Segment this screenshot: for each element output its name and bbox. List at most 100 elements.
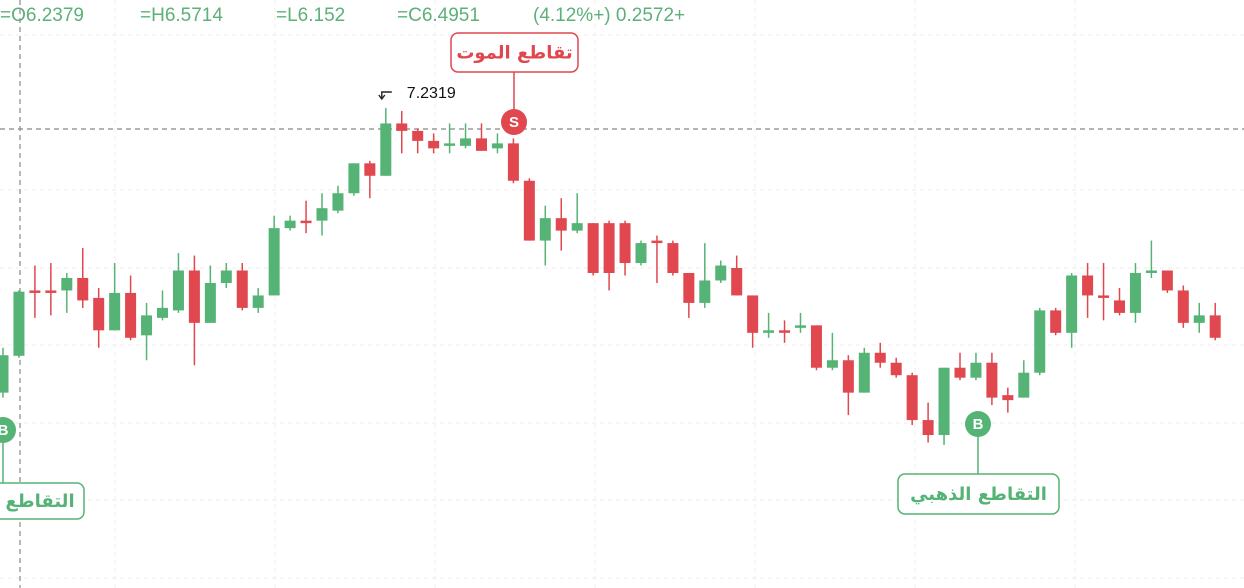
- candle-body: [1114, 300, 1125, 313]
- candle-body: [188, 270, 200, 323]
- candle-body: [635, 243, 647, 264]
- candle-body: [603, 223, 615, 273]
- candle-body: [476, 138, 487, 151]
- candle-body: [938, 367, 950, 436]
- candle-body: [61, 277, 73, 291]
- signal-box: [450, 32, 579, 73]
- candle-body: [874, 352, 886, 363]
- candle-body: [141, 315, 153, 336]
- candle-body: [77, 277, 89, 301]
- candle-body: [1145, 270, 1157, 273]
- candle-body: [1129, 272, 1141, 313]
- candle-body: [731, 268, 743, 296]
- signal-marker-text: B: [0, 422, 9, 439]
- candle-body: [13, 291, 25, 356]
- signal-marker: [0, 417, 16, 443]
- candle-body: [763, 330, 775, 333]
- candle-body: [1002, 395, 1014, 401]
- candle-body: [460, 138, 472, 146]
- candle-body: [412, 130, 424, 141]
- candle-body: [986, 362, 998, 398]
- signal-label: تقاطع الموت: [456, 43, 572, 64]
- candle-body: [125, 292, 137, 338]
- signal-box: [897, 473, 1060, 515]
- candle-body: [922, 420, 934, 436]
- candle-body: [268, 228, 280, 296]
- candle-body: [507, 143, 519, 181]
- candle-body: [571, 223, 583, 231]
- candle-body: [858, 352, 870, 393]
- candle-body: [1066, 275, 1078, 333]
- candles: [0, 108, 1221, 445]
- header-open: =O6.2379: [0, 5, 84, 26]
- candle-body: [1193, 315, 1205, 323]
- candle-body: [906, 375, 918, 421]
- candle-body: [1082, 275, 1094, 296]
- candle-body: [284, 220, 296, 229]
- candle-body: [348, 163, 360, 194]
- candle-body: [364, 163, 376, 176]
- max-label: 7.2319: [407, 85, 456, 102]
- candle-body: [1209, 315, 1221, 338]
- header-close: =C6.4951: [397, 5, 480, 26]
- candle-body: [236, 270, 248, 308]
- candle-body: [555, 218, 567, 231]
- candle-body: [619, 223, 631, 264]
- candle-body: [0, 355, 9, 393]
- candle-body: [1034, 310, 1046, 373]
- candle-body: [300, 220, 312, 224]
- candle-body: [29, 290, 41, 293]
- candle-body: [45, 290, 57, 293]
- candle-body: [172, 270, 184, 311]
- overlay: =O6.2379 =H6.5714 =L6.152 =C6.4951 (4.12…: [0, 5, 1060, 520]
- header-low: =L6.152: [276, 5, 345, 26]
- candle-body: [1161, 270, 1173, 291]
- candle-body: [715, 265, 727, 281]
- header-high: =H6.5714: [140, 5, 223, 26]
- candle-body: [970, 362, 982, 378]
- candle-body: [428, 140, 440, 149]
- candle-body: [954, 367, 966, 378]
- candle-body: [587, 223, 599, 273]
- candle-body: [109, 292, 121, 331]
- candle-body: [747, 295, 759, 333]
- candle-body: [157, 307, 168, 318]
- candle-body: [810, 325, 822, 368]
- candle-body: [220, 270, 232, 283]
- candle-body: [795, 325, 806, 328]
- signal-marker-text: S: [509, 114, 519, 131]
- signal-label: التقاطع: [5, 491, 74, 512]
- signal-marker-text: B: [973, 416, 984, 433]
- candle-body: [683, 272, 695, 303]
- candle-body: [396, 123, 408, 131]
- signal-label: التقاطع الذهبي: [910, 484, 1047, 505]
- candle-body: [93, 297, 105, 331]
- header-change: (4.12%+) 0.2572+: [533, 5, 685, 26]
- candle-body: [316, 208, 328, 221]
- candle-body: [332, 193, 344, 211]
- candle-body: [667, 243, 679, 273]
- max-arrow: [378, 91, 392, 101]
- candle-body: [1177, 290, 1189, 323]
- candle-body: [842, 360, 854, 393]
- signal-marker: [501, 109, 527, 135]
- candle-body: [651, 240, 663, 244]
- candle-body: [523, 180, 535, 241]
- candle-body: [1050, 310, 1062, 333]
- candle-body: [1098, 295, 1110, 298]
- candle-body: [252, 295, 264, 308]
- candle-body: [204, 282, 216, 323]
- candle-body: [890, 362, 902, 376]
- candle-body: [826, 360, 838, 368]
- signal-box: [0, 482, 85, 520]
- signal-marker: [965, 411, 991, 437]
- candle-body: [444, 143, 456, 146]
- candle-body: [380, 123, 392, 176]
- candle-body: [1018, 372, 1030, 398]
- candle-body: [699, 280, 711, 303]
- candle-body: [491, 143, 503, 149]
- candle-body: [779, 330, 791, 333]
- candle-body: [539, 218, 551, 241]
